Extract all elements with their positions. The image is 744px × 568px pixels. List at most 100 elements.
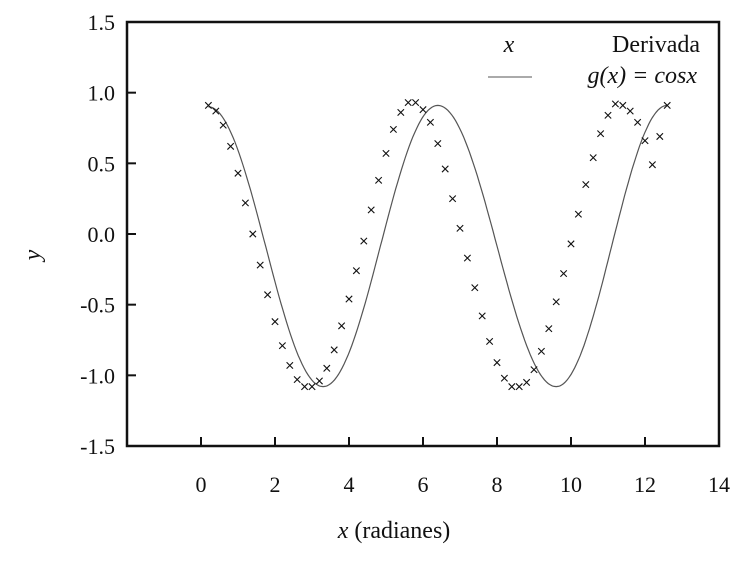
data-point-stroke <box>634 118 642 126</box>
data-point-stroke <box>227 142 235 150</box>
data-point <box>611 100 619 108</box>
data-point-stroke <box>434 139 442 148</box>
data-point-stroke <box>345 295 353 303</box>
data-point <box>589 154 597 162</box>
series-line-path <box>208 104 668 388</box>
data-point <box>493 359 501 367</box>
data-point-stroke <box>219 121 227 129</box>
data-point <box>626 107 634 115</box>
data-point-stroke <box>486 337 494 346</box>
data-point <box>478 312 486 320</box>
data-point <box>552 298 560 306</box>
data-point-stroke <box>212 107 220 115</box>
legend: x Derivada g(x) = cosx <box>488 32 700 89</box>
y-axis-ticks: 1.5 1.0 0.5 0.0 -0.5 -1.0 -1.5 <box>80 10 136 459</box>
data-point <box>397 108 405 117</box>
data-point <box>352 267 360 275</box>
data-point-stroke <box>338 322 346 330</box>
data-point-stroke <box>301 383 309 391</box>
data-point <box>323 364 331 372</box>
data-point-stroke <box>404 98 412 107</box>
y-tick-label: -1.0 <box>80 363 115 388</box>
data-point <box>456 224 464 232</box>
data-point-stroke <box>619 101 627 109</box>
data-point <box>382 149 390 158</box>
data-point <box>256 261 264 269</box>
data-point <box>619 101 627 109</box>
data-point-stroke <box>204 101 212 109</box>
data-point-stroke <box>478 312 486 320</box>
data-point-stroke <box>256 261 264 269</box>
legend-marker-label: Derivada <box>612 32 700 58</box>
data-point <box>449 195 457 203</box>
data-point <box>264 291 272 299</box>
data-point-stroke <box>441 165 449 173</box>
data-point-stroke <box>330 346 338 354</box>
data-point <box>523 378 531 386</box>
x-tick-label: 6 <box>418 472 429 497</box>
data-point <box>227 142 235 150</box>
data-point <box>212 107 220 115</box>
data-point <box>330 346 338 354</box>
data-point <box>582 180 590 189</box>
data-point <box>656 132 664 141</box>
y-tick-label: 0.0 <box>88 222 116 247</box>
data-point-stroke <box>648 161 656 169</box>
data-point-stroke <box>249 230 257 238</box>
data-point-stroke <box>663 101 671 109</box>
data-point-stroke <box>604 111 612 119</box>
data-point <box>286 361 294 370</box>
data-point <box>271 318 279 326</box>
data-point <box>308 383 316 391</box>
data-point <box>560 269 568 278</box>
data-point-stroke <box>412 98 420 107</box>
data-point-stroke <box>382 149 390 158</box>
data-point-stroke <box>308 383 316 391</box>
data-point <box>412 98 420 107</box>
data-point-stroke <box>589 154 597 162</box>
x-axis-title: x (radianes) <box>337 518 451 544</box>
data-point-stroke <box>456 224 464 232</box>
data-point <box>204 101 212 109</box>
data-point <box>241 199 249 207</box>
data-point-stroke <box>389 125 397 134</box>
y-tick-label: -0.5 <box>80 293 115 318</box>
data-point <box>508 383 516 391</box>
data-point <box>404 98 412 107</box>
data-point-stroke <box>552 298 560 306</box>
data-point <box>389 125 397 134</box>
data-point <box>426 118 434 126</box>
y-tick-label: 0.5 <box>88 151 116 176</box>
x-tick-label: 2 <box>270 472 281 497</box>
data-point-stroke <box>515 383 523 391</box>
data-point-stroke <box>463 254 471 262</box>
data-point <box>597 130 605 138</box>
series-line-cosx <box>208 104 668 388</box>
data-point <box>345 295 353 303</box>
data-point <box>471 284 479 292</box>
data-point-stroke <box>567 240 575 248</box>
data-point <box>515 383 523 391</box>
y-tick-label: 1.5 <box>88 10 116 35</box>
data-point <box>360 237 368 245</box>
data-point <box>648 161 656 169</box>
data-point-stroke <box>449 195 457 203</box>
data-point <box>441 165 449 173</box>
data-point-stroke <box>234 169 242 177</box>
x-tick-label: 10 <box>560 472 582 497</box>
data-point <box>234 169 242 177</box>
legend-line-label-prefix: g(x) = <box>588 63 655 89</box>
data-point-stroke <box>397 108 405 117</box>
data-point <box>530 366 538 374</box>
data-point-stroke <box>493 359 501 367</box>
data-point-stroke <box>375 176 383 184</box>
series-markers-derivada <box>204 98 671 391</box>
data-point <box>537 347 545 355</box>
data-point-stroke <box>271 318 279 326</box>
data-point-stroke <box>500 374 508 382</box>
data-point <box>315 377 323 385</box>
data-point-stroke <box>626 107 634 115</box>
x-tick-label: 8 <box>492 472 503 497</box>
data-point-stroke <box>656 132 664 141</box>
